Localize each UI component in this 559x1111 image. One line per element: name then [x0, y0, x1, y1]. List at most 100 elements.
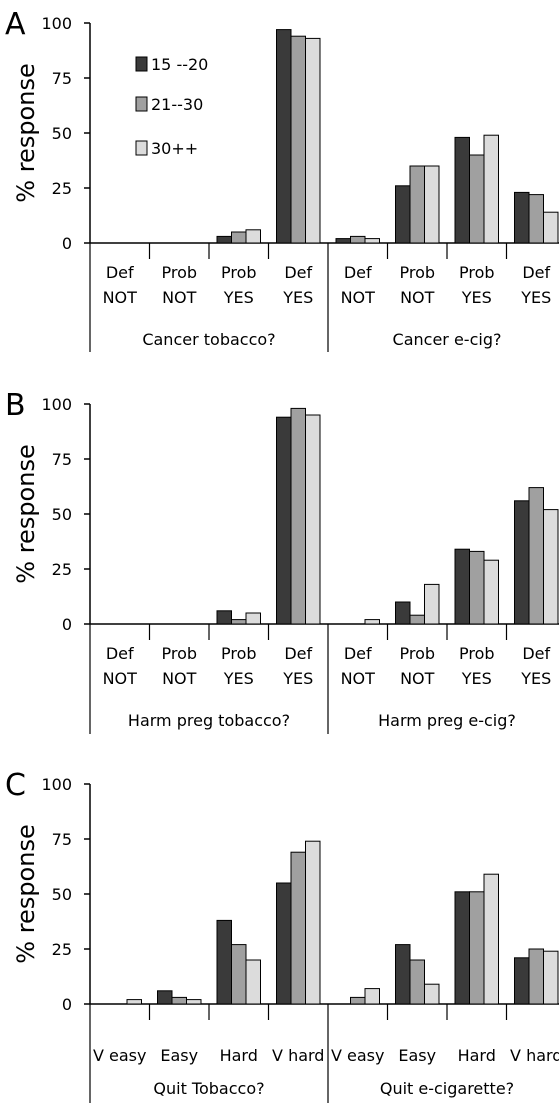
y-tick-label: 100: [41, 775, 72, 794]
bar: [350, 996, 366, 1005]
bar: [424, 583, 440, 625]
x-category-label: V hard: [510, 1046, 559, 1065]
x-category-label: Prob: [161, 263, 197, 282]
bar: [454, 548, 470, 625]
legend-entry: 30++: [151, 139, 198, 158]
y-tick-label: 25: [52, 940, 72, 959]
bar: [290, 407, 306, 625]
x-category-label: YES: [223, 288, 254, 307]
x-category-label: Hard: [458, 1046, 496, 1065]
y-tick-label: 100: [41, 395, 72, 414]
y-tick-label: 75: [52, 69, 72, 88]
y-tick-label: 100: [41, 14, 72, 33]
y-tick-label: 0: [62, 615, 72, 634]
bar: [276, 29, 292, 244]
x-group-label: Cancer tobacco?: [142, 330, 275, 349]
x-group-label: Harm preg tobacco?: [128, 711, 290, 730]
y-tick-label: 50: [52, 505, 72, 524]
x-category-label: NOT: [341, 288, 376, 307]
bar: [543, 509, 559, 625]
x-category-label: Prob: [221, 644, 257, 663]
x-category-label: Prob: [459, 644, 495, 663]
x-category-label: Def: [106, 263, 134, 282]
bar: [186, 999, 202, 1005]
x-category-label: YES: [223, 669, 254, 688]
x-category-label: NOT: [162, 288, 197, 307]
y-tick-label: 75: [52, 450, 72, 469]
bar: [454, 136, 470, 244]
bar: [216, 235, 232, 244]
bar: [483, 559, 499, 625]
legend-swatch: [135, 56, 148, 72]
bar: [276, 416, 292, 625]
bar: [231, 231, 247, 244]
x-category-label: YES: [282, 669, 313, 688]
panel-label: A: [5, 7, 26, 42]
bar: [245, 229, 261, 244]
x-category-label: NOT: [400, 288, 435, 307]
x-category-label: Prob: [161, 644, 197, 663]
bar: [528, 948, 544, 1005]
bar: [528, 194, 544, 244]
panel-label: C: [5, 768, 26, 803]
x-category-label: Def: [522, 644, 550, 663]
bar: [290, 851, 306, 1005]
bar: [157, 990, 173, 1005]
x-category-label: NOT: [103, 288, 138, 307]
x-category-label: Easy: [398, 1046, 436, 1065]
x-category-label: V easy: [93, 1046, 146, 1065]
x-group-label: Quit e-cigarette?: [380, 1079, 514, 1098]
x-category-label: YES: [461, 288, 492, 307]
x-category-label: Def: [344, 644, 372, 663]
legend-swatch: [135, 96, 148, 112]
y-tick-label: 0: [62, 995, 72, 1014]
bar: [528, 487, 544, 625]
x-category-label: YES: [520, 669, 551, 688]
bar: [216, 610, 232, 625]
bar: [409, 614, 425, 625]
bar: [514, 957, 530, 1005]
y-tick-label: 75: [52, 830, 72, 849]
bar: [514, 191, 530, 244]
y-axis-label: % response: [12, 444, 40, 583]
x-category-label: YES: [282, 288, 313, 307]
bar: [424, 165, 440, 244]
x-category-label: Def: [522, 263, 550, 282]
legend-swatch: [135, 140, 148, 156]
x-category-label: Prob: [221, 263, 257, 282]
y-tick-label: 50: [52, 885, 72, 904]
x-category-label: Prob: [399, 644, 435, 663]
y-tick-label: 50: [52, 124, 72, 143]
bar: [364, 988, 380, 1005]
bar: [276, 882, 292, 1005]
bar: [395, 601, 411, 625]
bar: [305, 37, 321, 244]
bar: [245, 959, 261, 1005]
x-category-label: NOT: [400, 669, 435, 688]
bar: [171, 996, 187, 1005]
bar: [469, 891, 485, 1005]
y-axis-label: % response: [12, 63, 40, 202]
bar: [290, 35, 306, 244]
y-axis-label: % response: [12, 824, 40, 963]
x-category-label: NOT: [162, 669, 197, 688]
legend-entry: 21--30: [151, 95, 203, 114]
bar: [409, 165, 425, 244]
bar: [245, 612, 261, 625]
x-category-label: Prob: [459, 263, 495, 282]
bar: [514, 500, 530, 625]
bar: [395, 944, 411, 1005]
bar: [424, 983, 440, 1005]
y-tick-label: 0: [62, 234, 72, 253]
x-category-label: Def: [344, 263, 372, 282]
legend-entry: 15 --20: [151, 55, 208, 74]
bar: [409, 959, 425, 1005]
y-tick-label: 25: [52, 560, 72, 579]
x-category-label: YES: [520, 288, 551, 307]
bar: [350, 235, 366, 244]
bar: [469, 154, 485, 244]
bar: [469, 550, 485, 625]
x-category-label: Def: [284, 644, 312, 663]
x-group-label: Quit Tobacco?: [153, 1079, 264, 1098]
bar: [126, 999, 142, 1005]
